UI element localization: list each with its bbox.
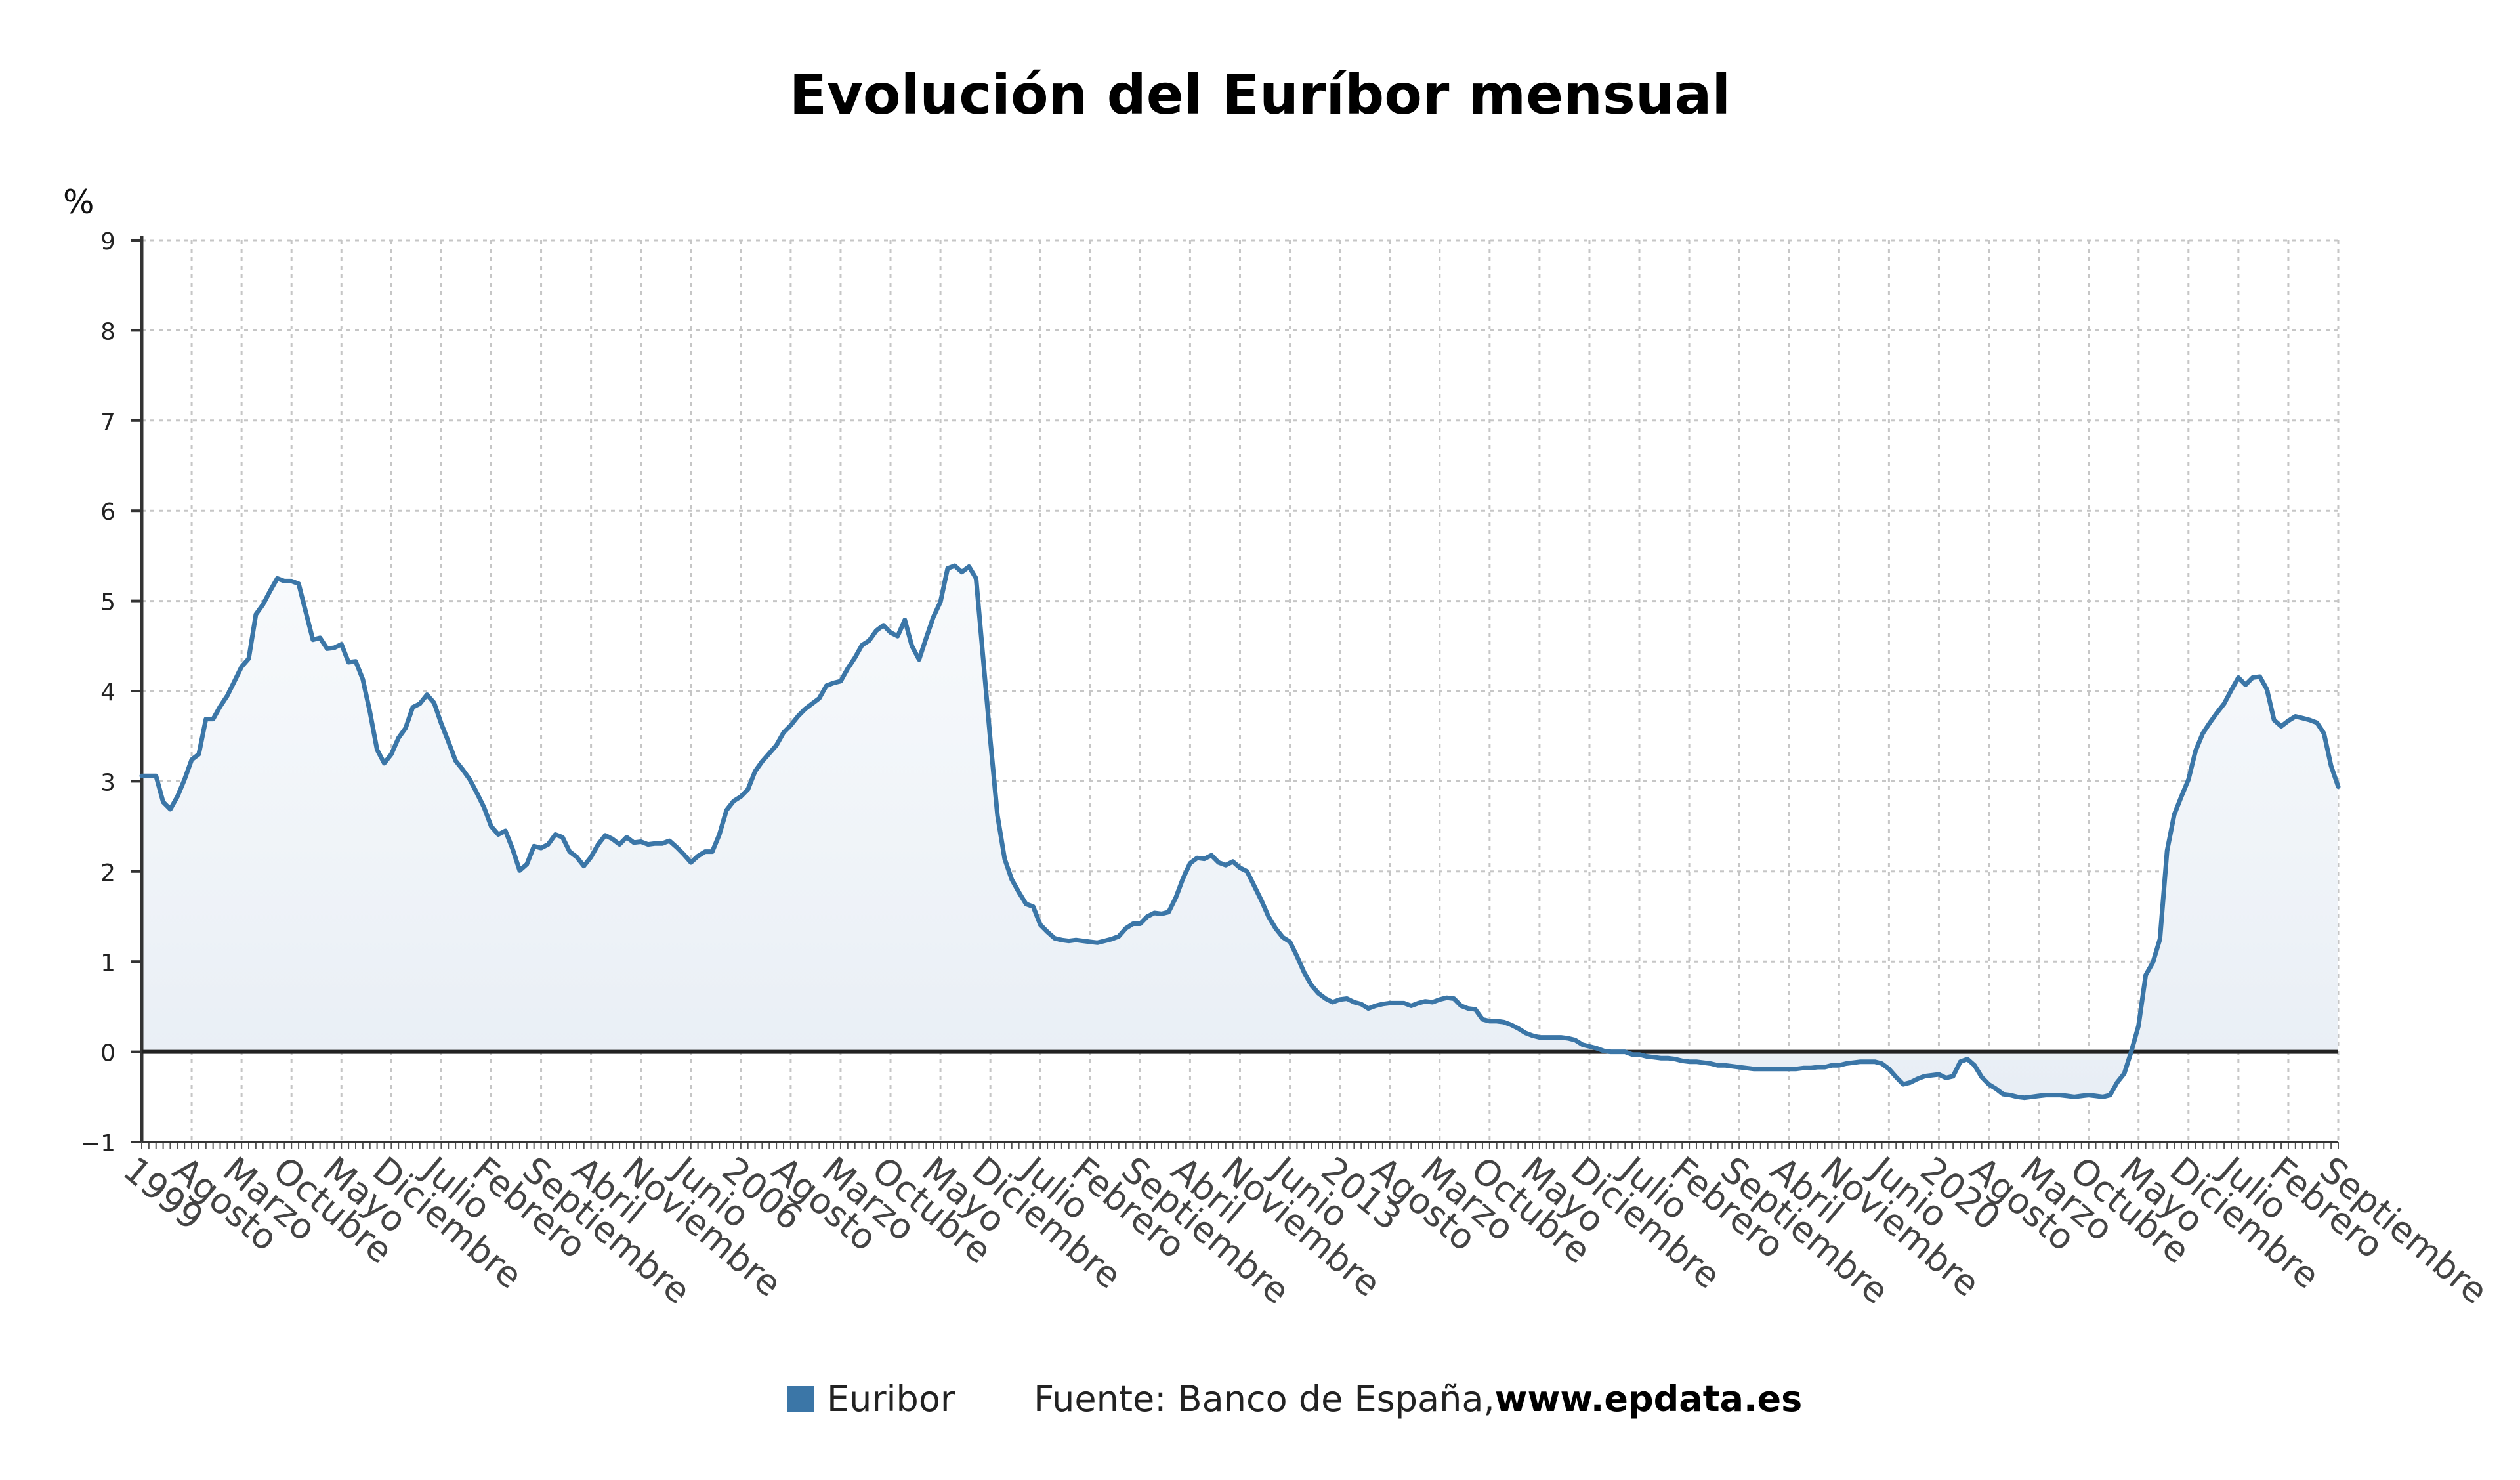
y-tick-label: 4: [100, 679, 116, 706]
legend: Euribor Fuente: Banco de España, www.epd…: [788, 1378, 1802, 1420]
y-tick-label: 2: [100, 860, 116, 887]
series-line-euribor: [139, 563, 2341, 1101]
x-axis-ticks: 1999AgostoMarzoOctubreMayoDiciembreJulio…: [116, 1147, 2496, 1312]
y-tick-label: 3: [100, 769, 116, 796]
y-tick-label: 7: [100, 409, 116, 436]
y-tick-label: 0: [100, 1040, 116, 1067]
legend-label-euribor: Euribor: [827, 1378, 956, 1420]
y-tick-label: 9: [100, 228, 116, 255]
axes: [131, 236, 2339, 1149]
y-tick-label: 6: [100, 499, 116, 526]
y-tick-label: 8: [100, 318, 116, 345]
y-axis-unit-label: %: [63, 183, 94, 221]
chart-title: Evolución del Euríbor mensual: [789, 62, 1731, 127]
source-link[interactable]: www.epdata.es: [1494, 1378, 1803, 1420]
source-text: Fuente: Banco de España,: [1034, 1378, 1495, 1420]
legend-swatch-euribor: [788, 1385, 814, 1412]
y-axis-ticks: −1 0 1 2 3 4 5 6 7 8 9: [81, 228, 116, 1157]
y-tick-label: −1: [81, 1130, 116, 1157]
series-area-fill: [142, 566, 2338, 1098]
y-tick-label: 5: [100, 589, 116, 616]
y-tick-label: 1: [100, 950, 116, 977]
